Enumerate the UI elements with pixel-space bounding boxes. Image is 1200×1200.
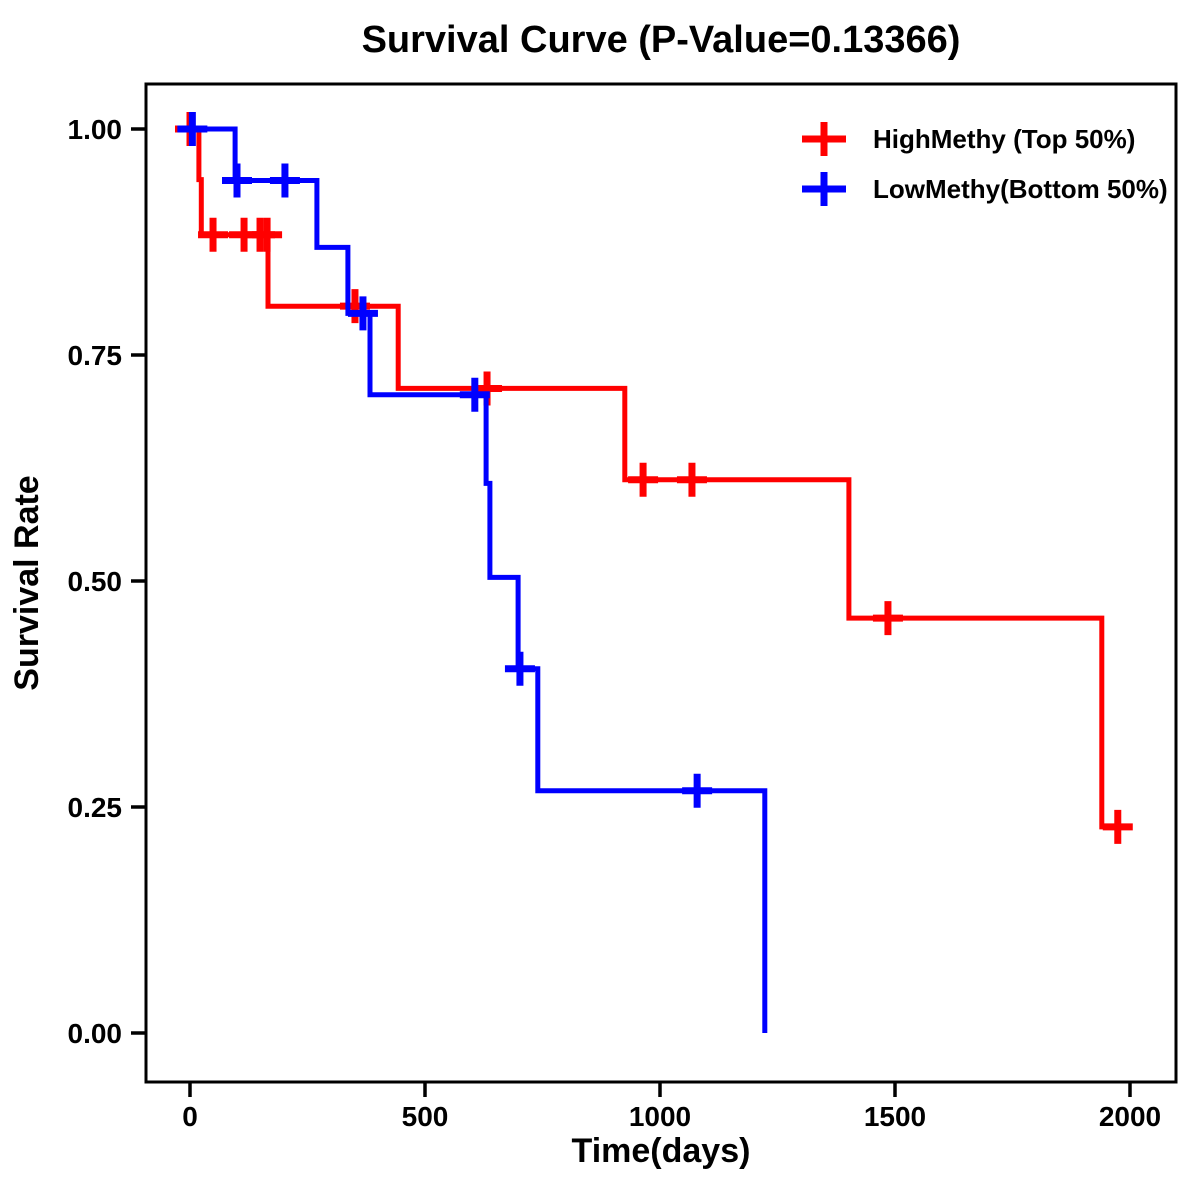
x-tick-label: 0	[182, 1101, 198, 1132]
y-tick-label: 1.00	[68, 114, 123, 145]
x-tick-label: 500	[402, 1101, 449, 1132]
x-tick-label: 2000	[1099, 1101, 1161, 1132]
survival-curves	[175, 112, 1133, 1033]
x-axis-title: Time(days)	[572, 1132, 751, 1170]
censor-mark-lowmethy	[459, 377, 490, 412]
legend-marker-highmethy-icon	[802, 122, 846, 156]
x-tick-label: 1000	[629, 1101, 691, 1132]
censor-mark-lowmethy	[504, 651, 535, 686]
censor-mark-highmethy	[676, 462, 707, 497]
legend-item-highmethy: HighMethy (Top 50%)	[802, 122, 1135, 156]
censor-mark-highmethy	[1102, 809, 1133, 844]
censor-mark-highmethy	[252, 217, 283, 252]
censor-mark-highmethy	[198, 217, 229, 252]
censor-mark-lowmethy	[269, 163, 300, 198]
y-axis-title: Survival Rate	[8, 475, 46, 690]
curve-highmethy	[190, 126, 1120, 830]
curve-lowmethy	[190, 126, 768, 1033]
legend: HighMethy (Top 50%) LowMethy(Bottom 50%)	[802, 122, 1168, 206]
y-tick-label: 0.00	[68, 1018, 123, 1049]
chart-title: Survival Curve (P-Value=0.13366)	[362, 19, 961, 61]
legend-item-lowmethy: LowMethy(Bottom 50%)	[802, 172, 1168, 206]
censor-mark-lowmethy	[222, 163, 252, 198]
legend-marker-lowmethy-icon	[802, 172, 846, 206]
censor-mark-lowmethy	[347, 296, 378, 331]
y-tick-label: 0.25	[68, 792, 123, 823]
censor-mark-lowmethy	[682, 773, 713, 808]
censor-mark-highmethy	[872, 601, 903, 636]
y-tick-label: 0.75	[68, 340, 123, 371]
y-axis-ticks: 0.00 0.25 0.50 0.75 1.00	[68, 114, 145, 1049]
censor-mark-lowmethy	[177, 112, 208, 146]
plot-frame	[144, 82, 1178, 1084]
y-tick-label: 0.50	[68, 566, 123, 597]
x-tick-label: 1500	[864, 1101, 926, 1132]
legend-label-lowmethy: LowMethy(Bottom 50%)	[873, 174, 1168, 204]
x-axis-ticks: 0 500 1000 1500 2000	[182, 1083, 1161, 1132]
censor-mark-highmethy	[628, 462, 659, 497]
legend-label-highmethy: HighMethy (Top 50%)	[873, 124, 1135, 154]
